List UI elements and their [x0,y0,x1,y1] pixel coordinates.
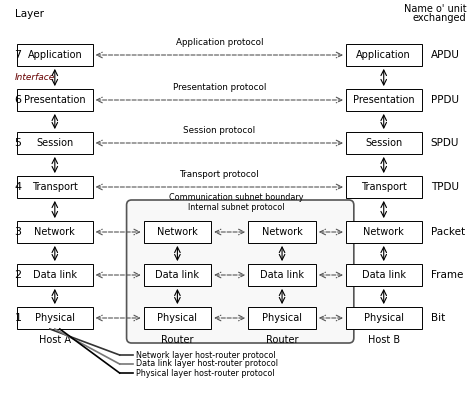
Text: 4: 4 [14,182,21,192]
Text: 2: 2 [14,270,21,280]
Text: Physical: Physical [35,313,75,323]
Text: 1: 1 [14,313,21,323]
Text: exchanged: exchanged [413,13,466,23]
FancyBboxPatch shape [248,307,316,329]
Text: Bit: Bit [430,313,445,323]
Text: SPDU: SPDU [430,138,459,148]
Text: Physical: Physical [364,313,404,323]
FancyBboxPatch shape [346,264,421,286]
Text: Data link: Data link [362,270,406,280]
Text: Transport: Transport [32,182,78,192]
FancyBboxPatch shape [346,307,421,329]
Text: Session: Session [36,138,73,148]
FancyBboxPatch shape [144,221,211,243]
FancyBboxPatch shape [127,200,354,343]
Text: Application: Application [27,50,82,60]
Text: 3: 3 [14,227,21,237]
FancyBboxPatch shape [17,176,93,198]
Text: Interface: Interface [15,73,55,81]
Text: Session: Session [365,138,402,148]
Text: PPDU: PPDU [430,95,458,105]
Text: Physical: Physical [157,313,197,323]
Text: Physical layer host-router protocol: Physical layer host-router protocol [136,369,274,378]
FancyBboxPatch shape [346,176,421,198]
FancyBboxPatch shape [17,221,93,243]
Text: 5: 5 [14,138,21,148]
Text: Data link: Data link [260,270,304,280]
Text: Host B: Host B [368,335,400,345]
FancyBboxPatch shape [17,264,93,286]
Text: Network: Network [157,227,198,237]
Text: Name o' unit: Name o' unit [404,4,466,14]
Text: Internal subnet protocol: Internal subnet protocol [188,203,284,211]
Text: Network layer host-router protocol: Network layer host-router protocol [136,350,275,359]
Text: Data link: Data link [155,270,200,280]
Text: TPDU: TPDU [430,182,458,192]
Text: Router: Router [161,335,194,345]
Text: Frame: Frame [430,270,463,280]
FancyBboxPatch shape [248,264,316,286]
Text: Network: Network [262,227,302,237]
FancyBboxPatch shape [144,307,211,329]
Text: Layer: Layer [15,9,44,19]
Text: 6: 6 [14,95,21,105]
Text: Packet: Packet [430,227,465,237]
Text: Router: Router [266,335,298,345]
Text: Session protocol: Session protocol [183,126,255,135]
Text: Network: Network [364,227,404,237]
Text: Host A: Host A [39,335,71,345]
FancyBboxPatch shape [17,44,93,66]
Text: Application protocol: Application protocol [175,38,263,47]
FancyBboxPatch shape [17,307,93,329]
FancyBboxPatch shape [17,89,93,111]
Text: APDU: APDU [430,50,459,60]
Text: Presentation protocol: Presentation protocol [173,83,266,92]
Text: 7: 7 [14,50,21,60]
FancyBboxPatch shape [346,221,421,243]
Text: Data link: Data link [33,270,77,280]
FancyBboxPatch shape [144,264,211,286]
FancyBboxPatch shape [346,132,421,154]
Text: Communication subnet boundary: Communication subnet boundary [169,192,303,201]
Text: Network: Network [35,227,75,237]
FancyBboxPatch shape [17,132,93,154]
Text: Transport: Transport [361,182,407,192]
Text: Data link layer host-router protocol: Data link layer host-router protocol [136,359,278,369]
Text: Transport protocol: Transport protocol [180,170,259,179]
FancyBboxPatch shape [346,89,421,111]
Text: Presentation: Presentation [24,95,86,105]
FancyBboxPatch shape [248,221,316,243]
Text: Application: Application [356,50,411,60]
FancyBboxPatch shape [346,44,421,66]
Text: Presentation: Presentation [353,95,415,105]
Text: Physical: Physical [262,313,302,323]
